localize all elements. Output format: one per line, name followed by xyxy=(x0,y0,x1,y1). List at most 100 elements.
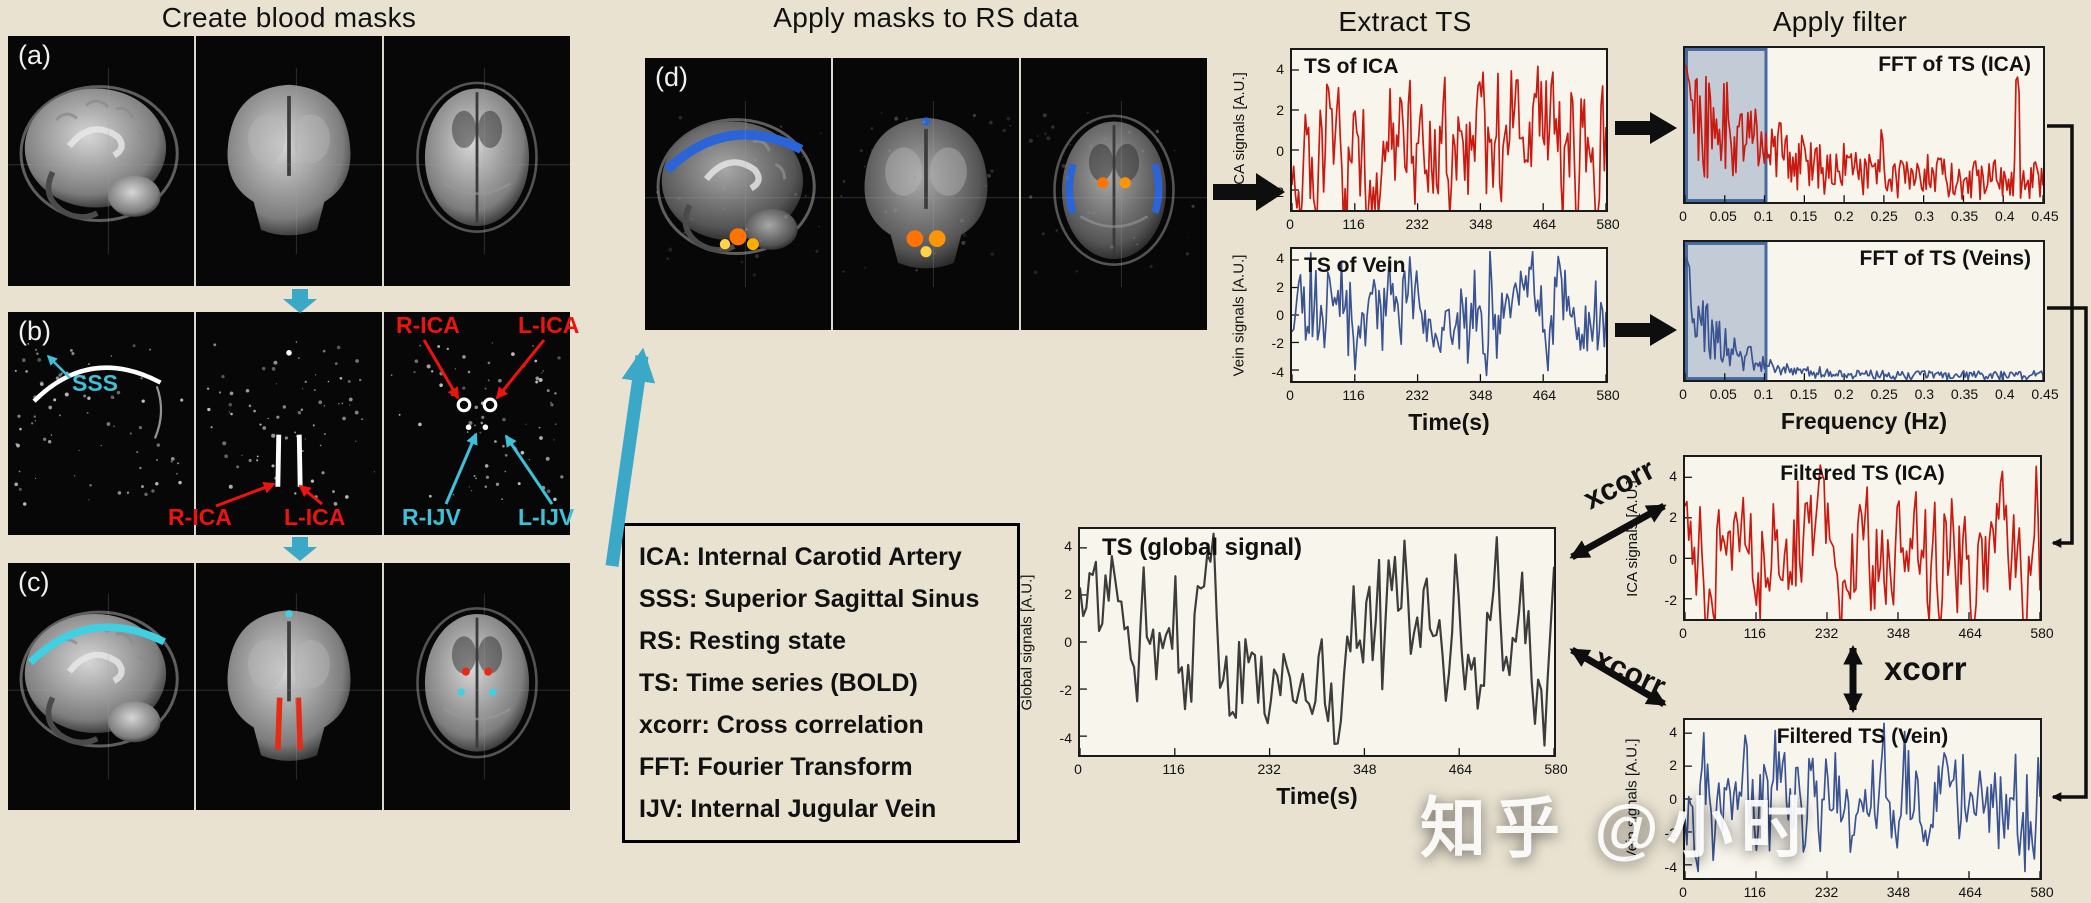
title-apply-masks-rs: Apply masks to RS data xyxy=(773,2,1079,33)
sss-label: SSS xyxy=(72,370,119,396)
ts_ica-plot-area: TS of ICA xyxy=(1290,48,1608,212)
l-ica-top-label: L-ICA xyxy=(518,312,580,338)
panel-d: (d) xyxy=(645,58,1207,330)
panel-a-label: (a) xyxy=(18,40,51,70)
ts_ica-ytick--2: -2 xyxy=(1271,183,1284,200)
global-ytick--2: -2 xyxy=(1059,681,1072,698)
chart-filtered-vein: Vein signals [A.U.] 4 2 0 -2 -4 Filtered TS (V… xyxy=(1624,718,2054,900)
filt_vein-ytick-2: 2 xyxy=(1669,757,1677,774)
ts_ica-xtick-232: 232 xyxy=(1405,216,1429,232)
fft_vein-plot-area: FFT of TS (Veins) xyxy=(1683,240,2045,382)
mask-b-sagittal xyxy=(8,312,194,535)
panel-b-views xyxy=(8,312,570,535)
global-ytick-0: 0 xyxy=(1064,634,1072,650)
ts_vein-plot-area: TS of Vein xyxy=(1290,247,1608,383)
global-xtick-232: 232 xyxy=(1257,761,1281,777)
connector-fft-vein-to-filtered-vein xyxy=(2047,306,2088,802)
ts_ica-xtick-580: 580 xyxy=(1596,216,1620,232)
filt_ica-xtick-232: 232 xyxy=(1814,625,1839,641)
r-ica-bottom-label: R-ICA xyxy=(168,504,232,530)
r-ica-top-label: R-ICA xyxy=(396,312,460,338)
fft_vein-xtick-0.15: 0.15 xyxy=(1790,386,1818,402)
filt_ica-yticks: 4 2 0 -2 xyxy=(1643,455,1677,621)
filt_ica-xtick-464: 464 xyxy=(1958,625,1982,641)
fft_vein-xtick-0.2: 0.2 xyxy=(1834,386,1854,402)
ts_vein-ytick-4: 4 xyxy=(1276,250,1284,267)
filt_vein-yticks: 4 2 0 -2 -4 xyxy=(1643,718,1677,880)
brain-d-axial xyxy=(1021,58,1207,330)
ts_vein-ytick--4: -4 xyxy=(1271,363,1284,380)
fft_ica-xtick-0: 0 xyxy=(1679,208,1687,224)
filt_ica-plot-area: Filtered TS (ICA) xyxy=(1683,455,2042,621)
panel-c-views xyxy=(8,563,570,810)
fft_vein-series xyxy=(1685,242,2043,380)
global-ytick-2: 2 xyxy=(1064,586,1072,603)
ts_vein-series xyxy=(1292,250,1606,381)
chart-fft-ica: FFT of TS (ICA) 0 0.05 0.1 0.15 0.2 0.25 0.3 0.3… xyxy=(1679,46,2059,224)
fft_vein-xtick-0.05: 0.05 xyxy=(1709,386,1737,402)
ts_ica-ytick-0: 0 xyxy=(1276,142,1284,159)
ax-epi-brain-graphic xyxy=(1021,101,1207,287)
arrow-panel-b-to-c xyxy=(283,537,317,561)
ts_vein-xtick-0: 0 xyxy=(1286,387,1294,403)
chart-ts-vein: Vein signals [A.U.] 4 2 0 -2 -4 TS of Vein 0 116… xyxy=(1231,247,1620,435)
mask-b-axial xyxy=(384,312,570,535)
panel-a: (a) xyxy=(8,36,570,286)
ts_ica-xtick-464: 464 xyxy=(1532,216,1557,232)
arrow-panel-a-to-b xyxy=(283,289,317,313)
global-title: TS (global signal) xyxy=(1102,534,1303,561)
chart-global-signal: Global signals [A.U.] 4 2 0 -2 -4 TS (global s… xyxy=(1019,527,1568,809)
xcorr-label-vertical: xcorr xyxy=(1884,650,1967,687)
mask-b-coronal xyxy=(196,312,382,535)
ts_ica-ytick-4: 4 xyxy=(1276,60,1284,77)
filt_vein-series xyxy=(1685,722,2040,878)
global-ytick--4: -4 xyxy=(1059,729,1072,746)
global-xticks: 0 116 232 348 464 580 xyxy=(1074,761,1568,781)
sag-anat-brain-graphic xyxy=(8,68,194,254)
title-apply-filter: Apply filter xyxy=(1772,6,1908,37)
chart-filtered-ica: ICA signals [A.U.] 4 2 0 -2 Filtered TS (ICA)… xyxy=(1624,455,2054,641)
l-ijv-label: L-IJV xyxy=(518,504,575,530)
legend-line-ica: ICA: Internal Carotid Artery xyxy=(639,543,962,571)
brain-a-axial xyxy=(384,36,570,286)
cor-anat-brain-graphic xyxy=(196,68,382,254)
fft_vein-xtick-0.35: 0.35 xyxy=(1950,386,1979,402)
panel-a-views xyxy=(8,36,570,286)
fft_ica-xtick-0.1: 0.1 xyxy=(1753,208,1774,224)
filt_vein-xtick-464: 464 xyxy=(1958,884,1982,900)
legend-line-fft: FFT: Fourier Transform xyxy=(639,753,913,781)
ts_vein-ytick-0: 0 xyxy=(1276,307,1284,323)
ts_ica-xticks: 0 116 232 348 464 580 xyxy=(1286,216,1620,236)
ts_ica-xtick-348: 348 xyxy=(1469,216,1493,232)
ts_vein-xticks: 0 116 232 348 464 580 xyxy=(1286,387,1620,407)
ts_vein-xtick-232: 232 xyxy=(1405,387,1429,403)
ax-mask-brain-graphic xyxy=(390,342,564,502)
ts_vein-title: TS of Vein xyxy=(1304,254,1406,277)
watermark: 知乎 @小时 xyxy=(1420,791,1815,865)
ts_ica-series xyxy=(1292,65,1606,210)
cor-mask-brain-graphic xyxy=(206,341,375,506)
filt_ica-xtick-348: 348 xyxy=(1886,625,1911,641)
filt_vein-title: Filtered TS (Vein) xyxy=(1776,725,1949,748)
fft_vein-xlabel: Frequency (Hz) xyxy=(1780,408,1948,434)
connector-fft-ica-to-filtered-ica xyxy=(2047,124,2074,548)
ts_vein-ytick--2: -2 xyxy=(1271,335,1284,352)
filt_vein-xtick-116: 116 xyxy=(1743,884,1766,900)
xcorr-label-bottom: xcorr xyxy=(1588,641,1671,704)
fft_ica-xticks: 0 0.05 0.1 0.15 0.2 0.25 0.3 0.35 0.4 0.45 xyxy=(1679,208,2059,228)
ts_vein-xtick-464: 464 xyxy=(1532,387,1557,403)
global-xtick-348: 348 xyxy=(1353,761,1377,777)
fft_vein-xtick-0.45: 0.45 xyxy=(2031,386,2059,402)
r-ijv-label: R-IJV xyxy=(402,504,461,530)
fft_ica-xtick-0.3: 0.3 xyxy=(1914,208,1935,224)
filt_ica-ytick-0: 0 xyxy=(1669,550,1677,567)
l-ica-bottom-label: L-ICA xyxy=(284,504,346,530)
brain-a-coronal xyxy=(196,36,382,286)
legend-line-sss: SSS: Superior Sagittal Sinus xyxy=(639,585,980,613)
filt_ica-xticks: 0 116 232 348 464 580 xyxy=(1679,625,2054,645)
title-extract-ts: Extract TS xyxy=(1338,6,1472,37)
global-plot-area: TS (global signal) xyxy=(1078,527,1556,757)
arrow-ts-vein-to-fft xyxy=(1615,314,1677,346)
panel-b-label: (b) xyxy=(18,316,51,346)
ax-anat-brain-graphic xyxy=(384,68,570,254)
